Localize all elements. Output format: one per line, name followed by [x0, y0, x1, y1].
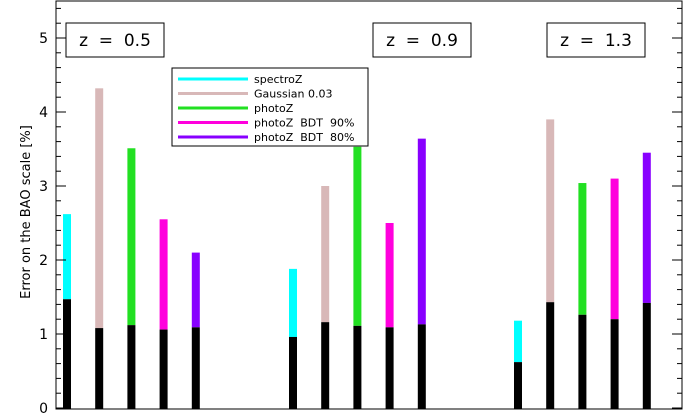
bar-base-segment	[63, 299, 71, 409]
bar-base-segment	[610, 319, 619, 409]
legend-label: photoZ	[254, 102, 294, 115]
bar-base-segment	[321, 322, 330, 409]
bar-error-segment	[63, 214, 71, 300]
y-tick-label: 2	[39, 253, 48, 269]
bar-error-segment	[546, 119, 555, 303]
plot-area: 0 1 2 3 4 5 Error on the BAO scale [%] z = 0.…	[19, 0, 683, 417]
y-tick-label: 5	[39, 31, 48, 47]
bar-error-segment	[95, 88, 104, 329]
bar-base-segment	[642, 302, 651, 409]
bar-base-segment	[289, 336, 297, 409]
bar-error-segment	[642, 152, 651, 303]
plot-frame	[55, 0, 683, 410]
redshift-panels: z = 0.5 z = 0.9 z = 1.3	[65, 22, 646, 58]
panel-label: z = 1.3	[560, 31, 632, 51]
bar-base-segment	[417, 324, 426, 409]
bar-error-segment	[578, 183, 587, 315]
bar-error-segment	[159, 219, 168, 330]
bar-error-segment	[385, 223, 394, 328]
panel-label: z = 0.9	[386, 31, 458, 51]
panel-label: z = 0.5	[79, 31, 151, 51]
bar-base-segment	[578, 314, 587, 409]
bar-error-segment	[289, 268, 297, 337]
legend-label: spectroZ	[254, 73, 303, 86]
y-tick-label: 0	[39, 401, 48, 417]
panel-label-box	[372, 22, 472, 58]
bars-layer	[63, 88, 651, 409]
bar-error-segment	[353, 146, 362, 326]
y-tick-label: 4	[39, 105, 48, 121]
legend-label: Gaussian 0.03	[254, 88, 332, 101]
y-tick-label: 3	[39, 179, 48, 195]
bar-error-segment	[610, 178, 619, 320]
bar-error-segment	[417, 138, 426, 325]
legend-label: photoZ BDT 80%	[254, 131, 354, 144]
legend-label: photoZ BDT 90%	[254, 117, 354, 130]
bar-base-segment	[385, 327, 394, 409]
bar-base-segment	[514, 362, 522, 409]
y-tick-label: 1	[39, 327, 48, 343]
bar-base-segment	[127, 325, 136, 409]
bar-error-segment	[321, 186, 330, 323]
y-axis: 0 1 2 3 4 5	[39, 7, 682, 417]
panel-label-box	[65, 22, 165, 58]
bar-base-segment	[353, 325, 362, 409]
bar-error-segment	[127, 148, 136, 326]
y-axis-label: Error on the BAO scale [%]	[19, 125, 34, 299]
bar-base-segment	[159, 329, 168, 409]
bar-error-segment	[514, 320, 522, 363]
bar-base-segment	[95, 328, 104, 409]
bar-error-segment	[191, 252, 200, 328]
panel-label-box	[546, 22, 646, 58]
bar-base-segment	[191, 327, 200, 409]
bar-base-segment	[546, 302, 555, 409]
